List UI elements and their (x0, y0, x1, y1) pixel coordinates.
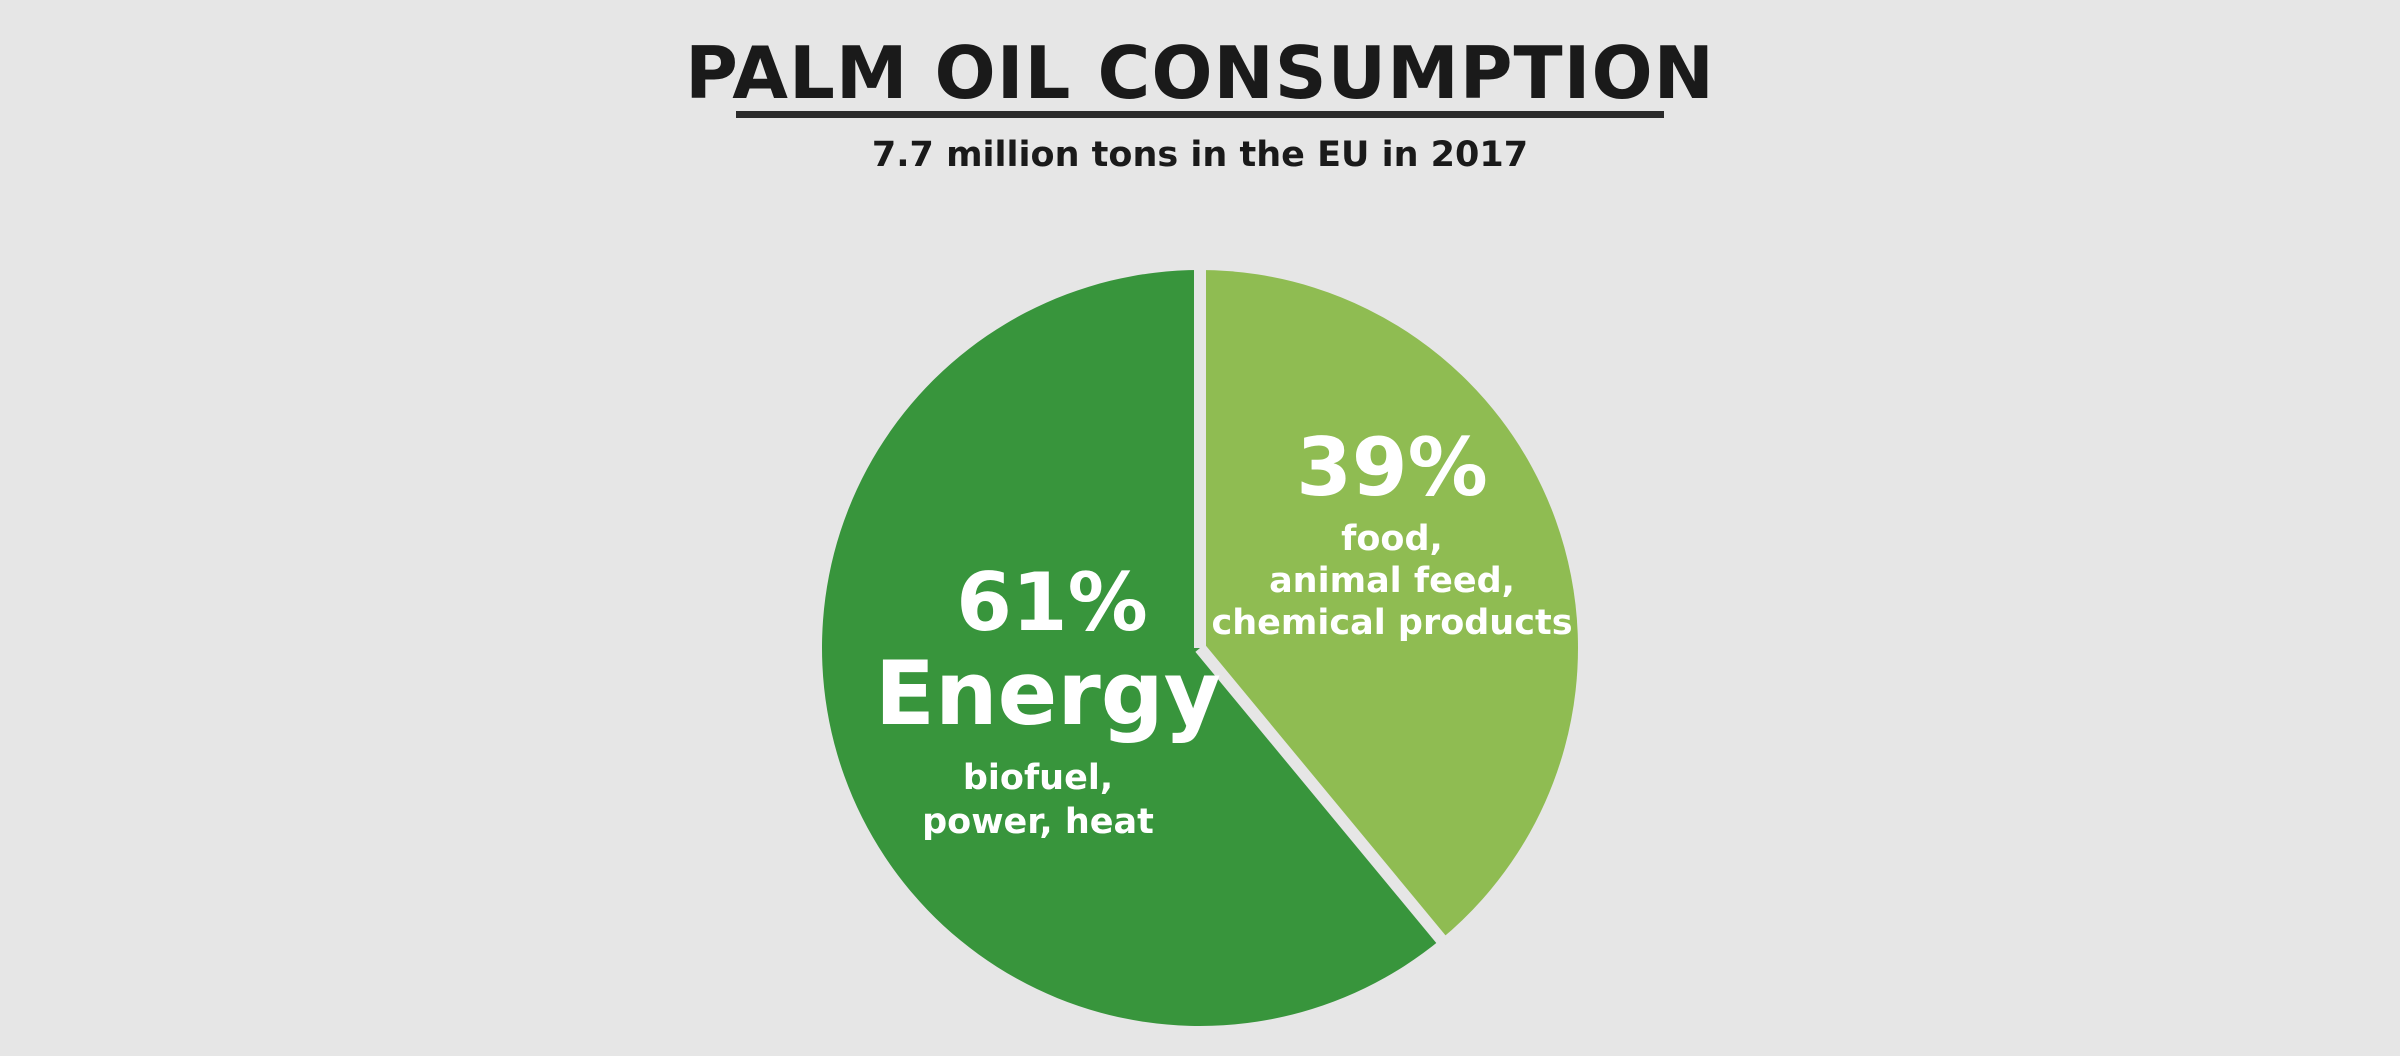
pie-slice-0 (1200, 270, 1579, 940)
pie-slice-1 (822, 270, 1441, 1026)
chart-title: PALM OIL CONSUMPTION (685, 31, 1715, 115)
slice-description-food-line-1: food, (1341, 519, 1443, 559)
pie-labels: 39% food, animal feed, chemical products… (875, 421, 1573, 842)
slice-name-energy: Energy (875, 642, 1221, 745)
chart-subtitle: 7.7 million tons in the EU in 2017 (872, 135, 1528, 175)
slice-description-energy-line-1: biofuel, (963, 758, 1113, 798)
slice-percent-label-energy: 61% (956, 556, 1147, 649)
slice-description-food-line-2: animal feed, (1269, 561, 1515, 601)
title-underline (736, 111, 1664, 118)
pie-slices (822, 266, 1579, 1026)
slice-percent-label-food: 39% (1296, 421, 1487, 514)
slice-description-food-line-3: chemical products (1211, 603, 1572, 643)
slice-separator-1 (1195, 644, 1449, 947)
slice-description-energy-line-2: power, heat (922, 802, 1154, 842)
